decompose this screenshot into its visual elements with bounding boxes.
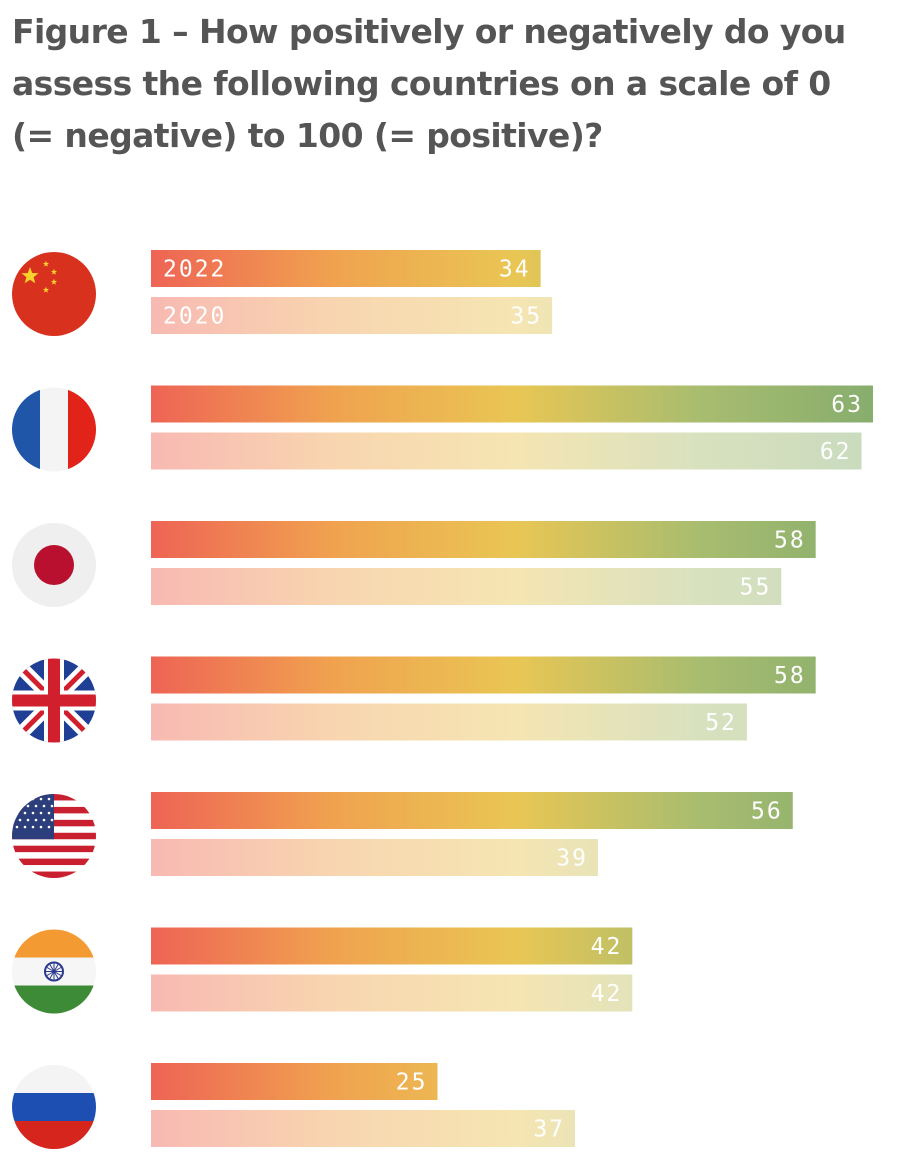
value-label: 58 [774,528,806,554]
bar-2020-united-kingdom [151,703,747,741]
bar-2022-india [151,927,633,965]
bar-2020-china [151,297,553,334]
value-label: 52 [705,710,737,736]
value-label: 25 [396,1070,428,1096]
uk-flag-icon [12,658,96,743]
bar-group-united-states: 56 39 [151,792,793,876]
series-label-2020: 2020 [163,304,226,330]
value-label: 35 [510,304,542,330]
bar-2022-france [151,385,873,423]
bar-2020-japan [151,568,782,605]
value-label: 56 [751,799,783,825]
value-label: 62 [820,439,852,465]
value-label: 55 [740,575,772,601]
value-label: 58 [774,663,806,689]
france-flag-icon [12,387,96,472]
japan-flag-icon [12,523,96,607]
bar-group-india: 42 42 [151,927,633,1012]
india-flag-icon [12,929,96,1014]
value-label: 37 [533,1117,565,1143]
bar-2022-united-kingdom [151,656,816,694]
value-label: 39 [556,846,588,872]
value-label: 34 [499,257,531,283]
chart-title: Figure 1 – How positively or negatively … [12,12,846,155]
bar-group-france: 63 62 [151,385,873,470]
bar-2022-united-states [151,792,793,829]
usa-flag-icon [12,794,96,878]
russia-flag-icon [12,1065,96,1149]
series-label-2022: 2022 [163,257,226,283]
bar-group-united-kingdom: 58 52 [151,656,816,741]
bar-2022-china [151,250,541,287]
bar-group-china: 34 2022 35 2020 [151,250,553,334]
bar-2020-india [151,974,633,1012]
bar-2020-united-states [151,839,598,876]
value-label: 42 [591,934,623,960]
bar-group-russia: 25 37 [151,1063,576,1147]
bar-2020-france [151,432,862,470]
china-flag-icon [12,252,96,336]
bar-2020-russia [151,1110,576,1147]
bar-2022-russia [151,1063,438,1100]
bar-2022-japan [151,521,816,558]
value-label: 63 [831,392,863,418]
value-label: 42 [591,981,623,1007]
